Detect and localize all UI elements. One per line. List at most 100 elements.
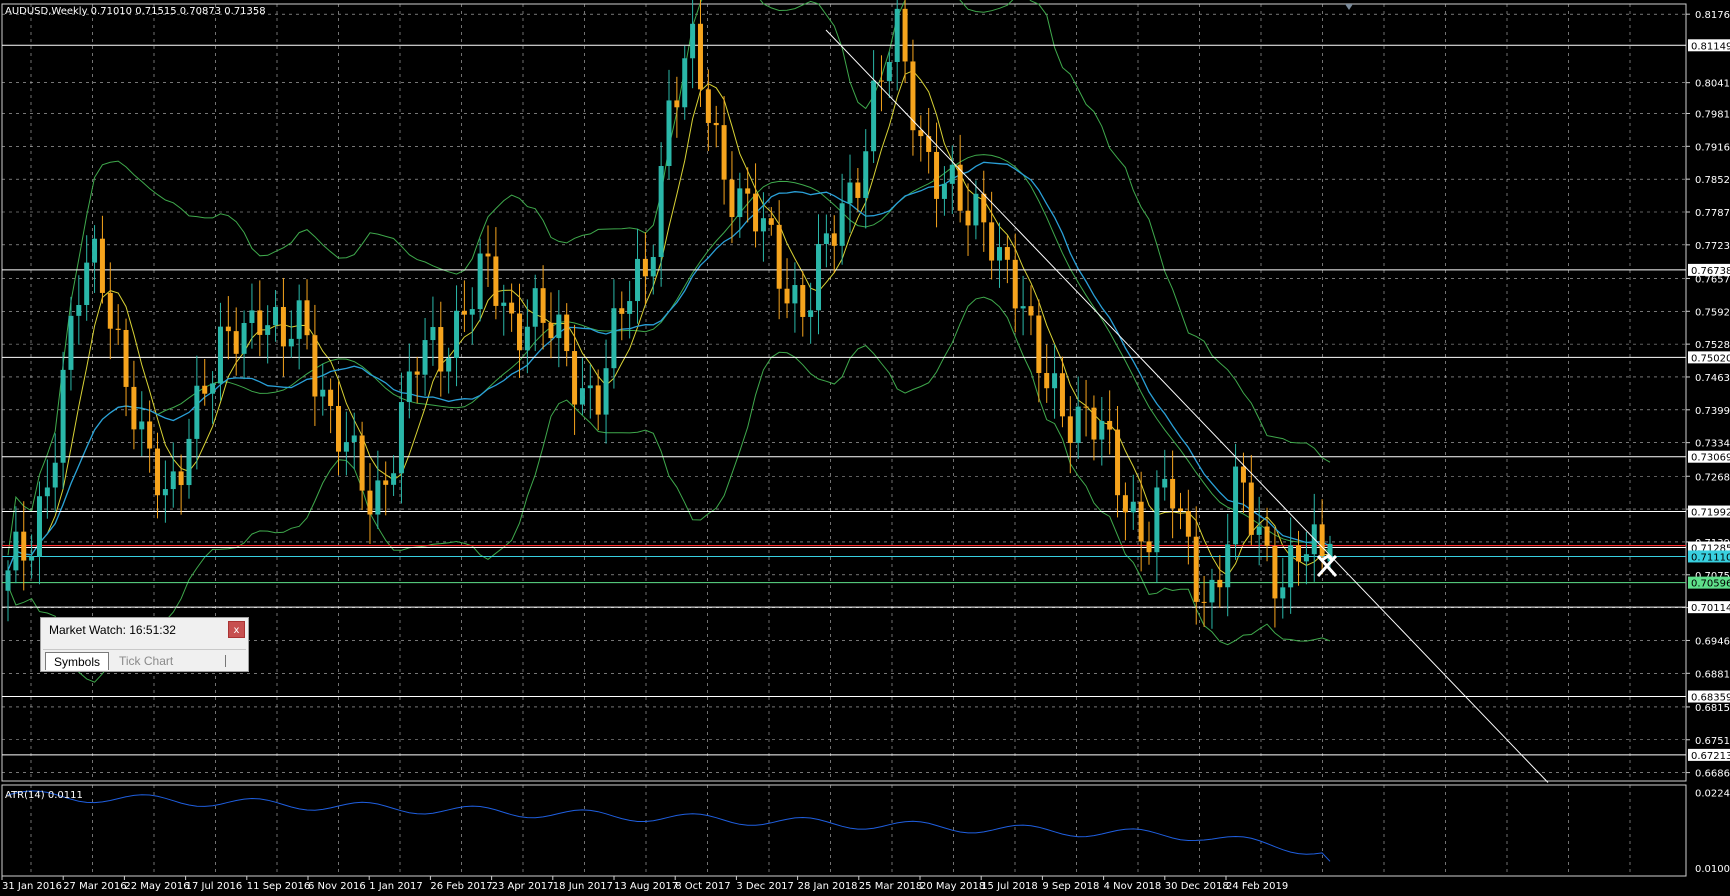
candle-body [273,306,279,326]
candle-body [627,301,633,314]
time-tick-label: 13 Aug 2017 [614,881,678,892]
candle-body [973,193,979,226]
candle-body [336,405,341,452]
candle-body [155,448,161,496]
candle-body [52,462,58,488]
level-price-tag [1688,690,1730,703]
shift-marker-icon[interactable] [1345,4,1353,10]
candle-body [729,179,735,218]
candle-body [886,61,892,82]
candle-body [926,136,932,152]
candle-body [1028,306,1034,316]
candle-body [391,473,397,485]
candle-body [1296,545,1302,562]
candle-body [107,292,113,329]
candle-body [485,253,491,257]
candle-body [5,570,11,591]
candle-body [265,325,271,335]
candle-body [13,531,19,571]
level-price-tag [1688,550,1730,563]
time-tick-label: 25 Mar 2018 [859,881,922,892]
atr-label: ATR(14) 0.0111 [5,790,83,801]
tab-separator [225,655,226,667]
candle-body [516,313,522,351]
candle-body [241,322,247,354]
candle-body [753,193,759,232]
candle-body [115,328,121,330]
candle-body [280,306,286,347]
time-tick-label: 22 May 2016 [124,881,189,892]
candle-body [406,371,412,403]
candle-body [760,218,766,232]
candle-body [595,385,601,415]
candle-body [666,100,672,167]
market-watch-window[interactable]: Market Watch: 16:51:32 x Symbols Tick Ch… [40,617,249,672]
candle-body [745,188,751,194]
level-price-label: 0.71992 [1691,508,1730,519]
candle-body [36,496,42,557]
candle-body [1107,420,1113,430]
candle-body [343,442,349,452]
candle-body [1052,373,1058,389]
close-button[interactable]: x [228,621,245,638]
candle-body [123,329,129,387]
candle-body [556,314,562,339]
candle-body [902,8,908,62]
candle-body [461,310,467,315]
atr-tick-label: 0.0224 [1695,788,1730,799]
candle-body [99,238,105,293]
candle-body [469,309,475,315]
candle-body [1099,420,1105,440]
candle-body [611,308,617,369]
level-price-label: 0.81149 [1691,41,1730,52]
candle-body [1327,543,1333,562]
candle-body [170,471,176,490]
candle-body [965,210,971,226]
candle-body [1146,541,1152,553]
candle-body [312,335,318,397]
time-tick-label: 30 Dec 2018 [1165,881,1229,892]
candle-body [989,222,995,261]
candle-body [92,238,98,263]
time-tick-label: 20 May 2018 [920,881,985,892]
chart-grid [1,3,1687,877]
time-tick-label: 8 Oct 2017 [675,881,730,892]
candle-body [210,383,216,394]
candle-body [367,490,373,515]
candle-body [690,23,696,59]
trendline [825,29,1549,783]
candle-body [682,58,688,108]
tab-tick-chart[interactable]: Tick Chart [119,654,174,668]
candle-body [957,164,963,211]
candle-body [68,315,74,370]
candle-body [398,402,404,474]
level-price-tag [1688,601,1730,614]
atr-line [7,790,1331,862]
symbol-header: AUDUSD,Weekly 0.71010 0.71515 0.70873 0.… [5,6,266,17]
candle-body [650,257,656,277]
time-tick-label: 23 Apr 2017 [492,881,554,892]
candle-body [186,438,192,486]
level-price-tag [1688,263,1730,276]
candle-body [383,480,389,485]
candle-body [532,288,538,327]
candle-body [831,233,837,246]
candle-body [941,183,947,199]
candle-body [44,487,50,497]
candle-body [784,288,790,304]
candle-body [635,258,641,302]
level-price-label: 0.68359 [1691,693,1730,704]
level-price-label: 0.71110 [1691,552,1730,563]
price-tick-label: 0.68815 [1695,669,1730,680]
time-tick-label: 26 Feb 2017 [430,881,492,892]
tab-symbols[interactable]: Symbols [45,652,110,670]
candle-body [800,285,806,317]
time-tick-label: 28 Jan 2018 [798,881,858,892]
candle-body [446,358,452,372]
